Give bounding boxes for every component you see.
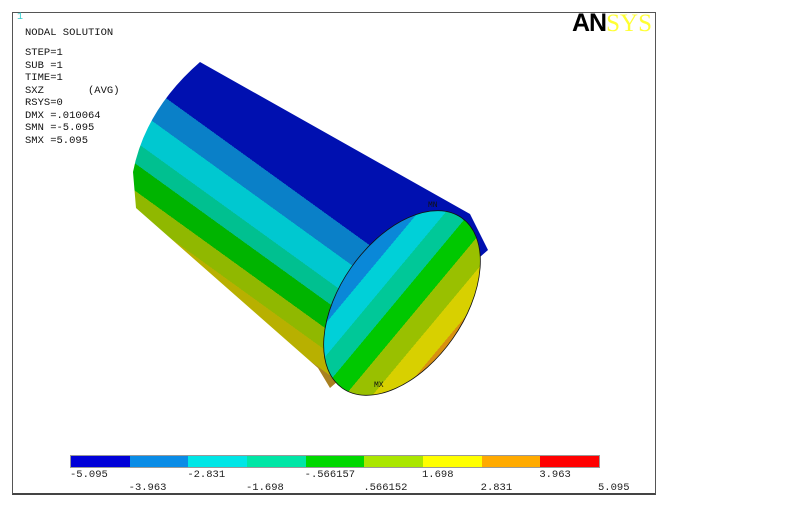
result-info-line: DMX =.010064	[25, 109, 101, 122]
legend-value-label: -1.698	[246, 482, 284, 494]
ansys-logo: ANSYS	[572, 9, 652, 37]
cylinder-end-face	[323, 210, 481, 396]
min-marker: MN	[428, 201, 438, 210]
result-info-line: SXZ (AVG)	[25, 84, 120, 97]
legend-value-label: -3.963	[128, 482, 167, 494]
legend-value-label: -2.831	[187, 469, 226, 481]
legend-color-band	[423, 456, 482, 467]
result-info-line: RSYS=0	[25, 97, 63, 109]
max-marker: MX	[374, 381, 384, 390]
legend-color-band	[540, 456, 600, 467]
legend-value-label: 3.963	[539, 469, 571, 481]
result-title: NODAL SOLUTION	[25, 27, 114, 39]
window-number: 1	[17, 12, 24, 23]
result-info-line: STEP=1	[25, 47, 63, 59]
legend-value-label: -.566157	[304, 469, 356, 481]
legend-value-label: .566152	[363, 482, 408, 494]
legend-color-band	[247, 456, 306, 467]
result-info-line: TIME=1	[25, 72, 63, 84]
legend-color-band	[129, 456, 189, 467]
legend-color-band	[305, 456, 365, 467]
legend-color-band	[188, 456, 248, 467]
legend-value-label: 1.698	[422, 469, 454, 481]
legend-color-band	[364, 456, 424, 467]
result-info-line: SMX =5.095	[25, 134, 89, 147]
result-info-line: SUB =1	[25, 59, 63, 72]
legend-value-label: 5.095	[598, 482, 630, 494]
result-info-line: SMN =-5.095	[25, 122, 95, 134]
legend-color-band	[71, 456, 130, 467]
legend-color-band	[481, 456, 541, 467]
contour-legend-bar	[70, 455, 600, 468]
legend-value-label: 2.831	[480, 482, 513, 494]
legend-value-label: -5.095	[70, 469, 108, 481]
graphics-window	[12, 12, 656, 495]
